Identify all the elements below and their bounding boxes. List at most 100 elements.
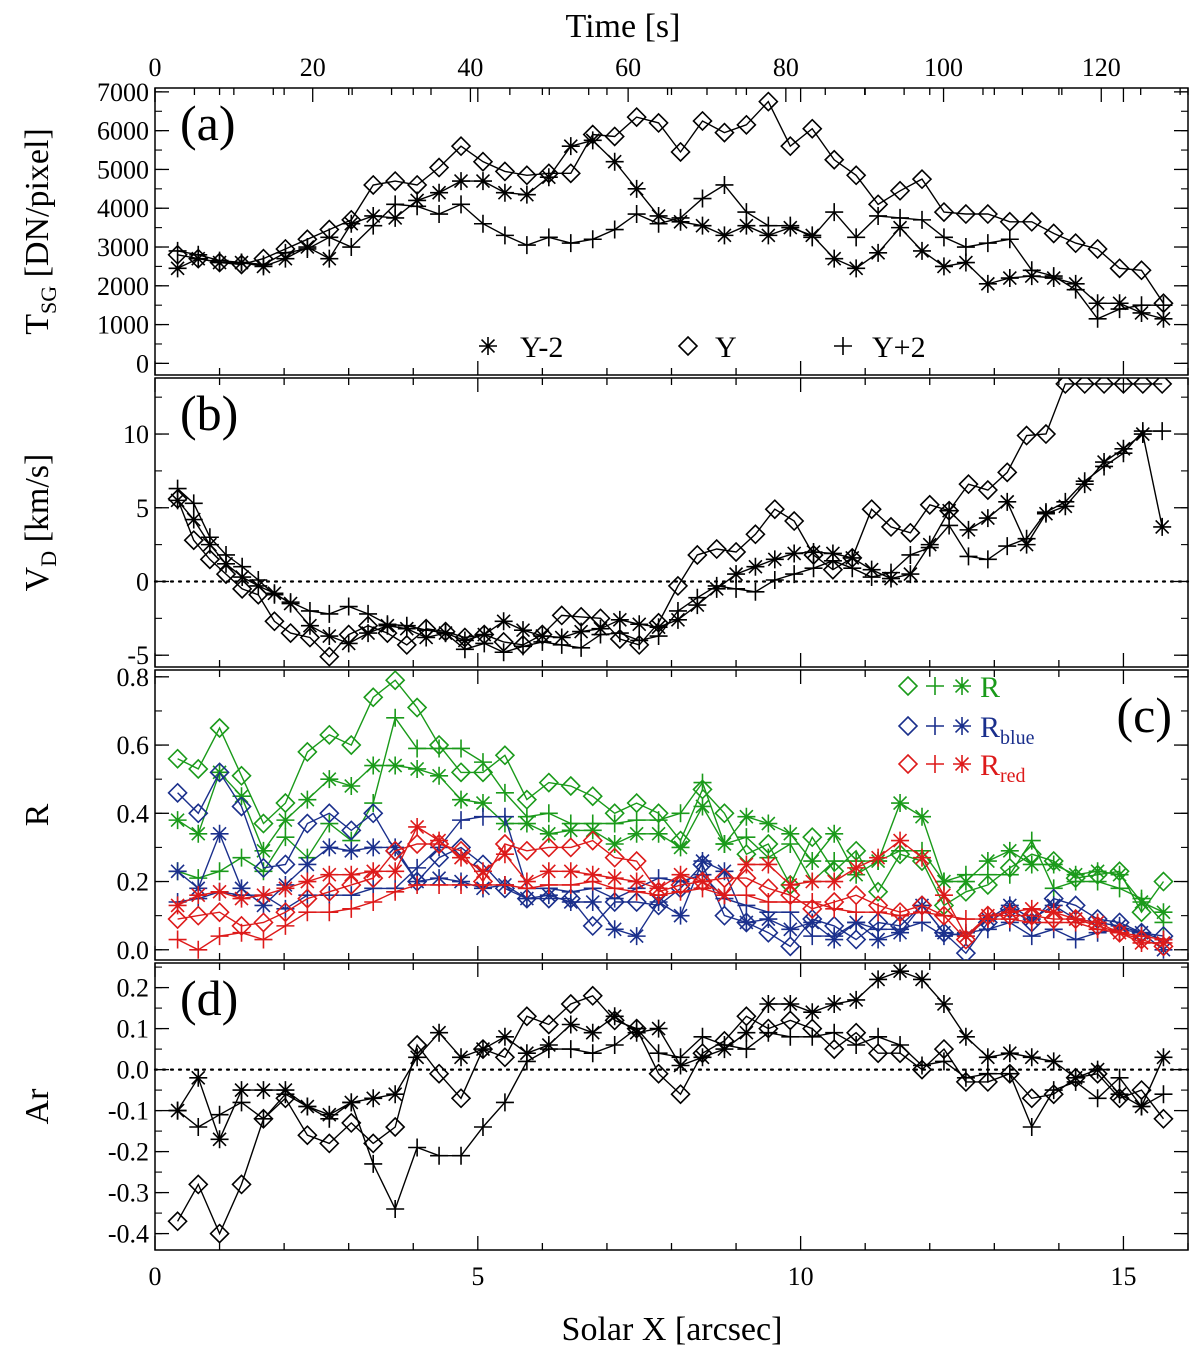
- data-point: [759, 1023, 778, 1042]
- data-point: [364, 838, 383, 857]
- data-point: [803, 1003, 822, 1022]
- y-tick-label: 3000: [97, 233, 149, 262]
- data-point: [342, 865, 361, 884]
- data-point: [1132, 296, 1151, 315]
- data-point: [342, 1093, 361, 1112]
- data-point: [397, 616, 416, 635]
- data-point: [891, 963, 910, 981]
- series-line: [177, 764, 1164, 913]
- data-point: [998, 492, 1017, 511]
- data-point: [210, 824, 229, 843]
- panel-d-plot-area: [167, 963, 1174, 1244]
- data-point: [692, 1043, 713, 1064]
- top-tick-label-100: 100: [924, 53, 963, 82]
- data-point: [1093, 378, 1115, 395]
- data-point: [210, 1130, 229, 1149]
- data-point: [737, 886, 756, 905]
- data-point: [1088, 862, 1107, 881]
- data-point: [847, 1036, 866, 1054]
- data-point: [825, 203, 844, 222]
- data-point: [232, 578, 253, 599]
- data-point: [1044, 267, 1063, 286]
- data-point: [386, 1085, 405, 1104]
- data-point: [342, 777, 361, 795]
- data-point: [956, 872, 975, 891]
- data-point: [847, 228, 866, 247]
- data-point: [627, 179, 646, 198]
- data-point: [428, 157, 450, 178]
- data-point: [1088, 294, 1107, 313]
- data-point: [167, 488, 188, 510]
- data-point: [781, 824, 800, 843]
- data-point: [319, 724, 340, 745]
- data-point: [167, 748, 188, 769]
- data-point: [319, 803, 340, 824]
- data-point: [298, 1097, 317, 1116]
- data-point: [825, 1023, 844, 1042]
- data-point: [715, 835, 734, 853]
- series-line: [177, 816, 1164, 941]
- data-point: [517, 185, 536, 204]
- data-point: [1022, 261, 1041, 280]
- data-point: [450, 1088, 472, 1109]
- data-point: [803, 893, 822, 911]
- data-point: [408, 197, 427, 216]
- series-line: [177, 825, 1164, 944]
- data-point: [210, 927, 229, 946]
- panel-a-plot-area: [167, 91, 1174, 328]
- data-point: [869, 848, 888, 867]
- data-point: [297, 741, 318, 763]
- data-point: [825, 930, 844, 949]
- data-point: [1043, 1084, 1064, 1105]
- data-point: [386, 882, 405, 901]
- data-point: [538, 163, 559, 184]
- data-point: [1022, 1048, 1041, 1067]
- data-point: [977, 479, 998, 501]
- data-point: [649, 214, 668, 233]
- y-tick-label: 0.8: [117, 663, 150, 692]
- data-point: [450, 136, 472, 157]
- data-point: [955, 881, 977, 902]
- series-y-2: [168, 422, 1172, 662]
- data-point: [495, 807, 514, 826]
- data-point: [759, 855, 778, 874]
- data-point: [363, 687, 384, 708]
- data-point: [781, 875, 800, 894]
- y-tick-label: 0.6: [117, 731, 150, 760]
- data-point: [276, 243, 295, 262]
- data-point: [168, 259, 187, 278]
- data-point: [408, 817, 427, 836]
- data-point: [168, 479, 187, 498]
- y-title-main: Ar: [19, 1088, 56, 1125]
- series-y-2: [168, 175, 1173, 328]
- series-line: [177, 831, 1164, 951]
- data-point: [737, 855, 756, 874]
- legend-label-main: R: [980, 711, 1000, 744]
- data-point: [649, 1044, 668, 1063]
- top-tick-label-20: 20: [300, 53, 326, 82]
- data-point: [671, 804, 690, 823]
- top-axis-title: Time [s]: [566, 8, 681, 45]
- data-point: [869, 1027, 888, 1046]
- data-point: [956, 927, 975, 946]
- data-point: [583, 821, 602, 840]
- data-point: [843, 559, 862, 578]
- data-point: [385, 670, 406, 691]
- data-point: [629, 634, 650, 656]
- data-point: [406, 697, 428, 718]
- legend-label-main: R: [980, 749, 1000, 782]
- data-point: [188, 1174, 209, 1195]
- data-point: [959, 547, 978, 566]
- data-point: [671, 1048, 690, 1067]
- y-tick-label: 7000: [97, 78, 149, 107]
- data-point: [737, 1023, 756, 1042]
- data-point: [648, 1063, 669, 1084]
- data-point: [254, 930, 273, 949]
- data-point: [298, 790, 317, 809]
- series-line: [177, 184, 1164, 320]
- data-point: [671, 882, 690, 901]
- data-point: [1000, 841, 1019, 860]
- data-point: [1000, 1064, 1019, 1083]
- data-point: [363, 803, 384, 824]
- data-point: [455, 640, 474, 659]
